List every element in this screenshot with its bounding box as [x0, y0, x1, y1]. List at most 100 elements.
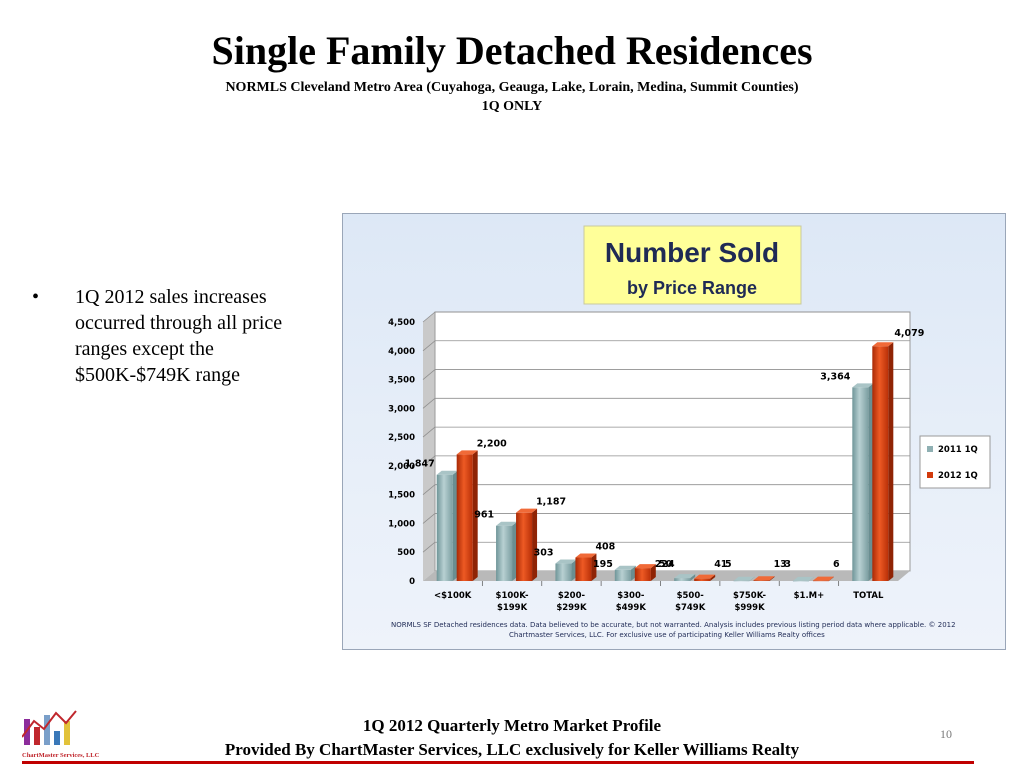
bar [614, 565, 636, 581]
data-label: 4,079 [894, 328, 924, 339]
chart-panel: Number Sold by Price Range 0 500 1,000 1,50… [342, 213, 1006, 650]
bar-front [496, 525, 513, 581]
bar-top [852, 383, 874, 388]
x-tick-label: TOTAL [853, 591, 884, 601]
bar [852, 383, 874, 581]
bar-side [630, 565, 636, 581]
data-label: 408 [595, 542, 615, 553]
bar-side [591, 553, 597, 581]
logo-text: ChartMaster Services, LLC [22, 752, 100, 759]
data-label: 3 [784, 559, 791, 570]
data-label: 5 [725, 559, 732, 570]
bar-top [614, 565, 636, 570]
bar-front [456, 454, 473, 581]
x-tick-label: $750K- [733, 591, 767, 601]
bar-side [512, 521, 518, 581]
data-label: 3,364 [820, 371, 850, 382]
bar [694, 574, 716, 581]
x-tick-label: $199K [497, 603, 528, 613]
legend-label: 2012 1Q [938, 471, 978, 481]
gridline-side [422, 340, 436, 352]
bar-top [674, 574, 696, 579]
footer-provider: Provided By ChartMaster Services, LLC ex… [224, 740, 800, 759]
data-label: 1,847 [405, 459, 435, 470]
gridline-side [422, 513, 436, 524]
bar [872, 342, 894, 581]
bar-top [694, 574, 716, 579]
y-tick-label: 2,500 [388, 433, 415, 443]
x-tick-label: <$100K [434, 591, 472, 601]
legend-swatch [927, 472, 933, 478]
bar-top [456, 450, 478, 455]
bar-front [436, 474, 453, 581]
bar-top [436, 470, 458, 475]
x-tick-label: $100K- [496, 591, 530, 601]
bar [516, 508, 538, 581]
bar-side [472, 450, 478, 581]
y-tick-label: 4,500 [388, 318, 415, 328]
y-tick-label: 2,000 [388, 462, 415, 472]
page-number: 10 [940, 727, 952, 741]
page-title: Single Family Detached Residences [211, 28, 813, 73]
gridline-side [422, 541, 436, 553]
page-period: 1Q ONLY [481, 99, 543, 114]
bar [575, 553, 597, 581]
bar-top [812, 576, 834, 581]
bar-side [749, 576, 755, 581]
bar-top [872, 342, 894, 347]
bar-top [555, 559, 577, 564]
data-label: 224 [655, 559, 675, 570]
bar-side [571, 559, 577, 581]
x-tick-label: $1.M+ [794, 591, 825, 601]
bar-front [753, 580, 770, 581]
bullet-marker: • [32, 286, 40, 308]
bar-front [634, 568, 651, 581]
bar-top [733, 576, 755, 581]
gridline-side [422, 311, 436, 323]
bar [812, 576, 834, 582]
data-label: 41 [714, 559, 727, 570]
bar-top [792, 576, 814, 581]
data-label: 195 [593, 559, 613, 570]
legend-box [919, 435, 991, 489]
gridline-side [422, 484, 436, 495]
bar-front [852, 387, 869, 581]
bar [496, 521, 518, 581]
bar-front [812, 580, 829, 582]
x-tick-label: $999K [734, 603, 765, 613]
bar-top [634, 564, 656, 569]
chart-note-line2: Chartmaster Services, LLC. For exclusive… [509, 631, 825, 639]
bar-front [516, 512, 533, 581]
y-tick-label: 0 [409, 577, 415, 587]
bar-side [888, 342, 894, 581]
data-label: 13 [774, 559, 787, 570]
bar [733, 576, 755, 582]
y-tick-label: 1,000 [388, 519, 415, 529]
bar-front [614, 569, 631, 581]
data-label: 303 [534, 548, 554, 559]
plot-floor [423, 571, 910, 581]
x-tick-label: $300- [617, 591, 645, 601]
x-tick-label: $499K [616, 603, 647, 613]
bar [555, 559, 577, 581]
bar-front [674, 578, 691, 581]
footer-profile-title: 1Q 2012 Quarterly Metro Market Profile [362, 716, 662, 735]
bar-side [868, 383, 874, 581]
bar [674, 574, 696, 581]
plot-side-wall [423, 312, 435, 581]
bar-front [792, 580, 809, 582]
bar-front [872, 346, 889, 581]
number-sold-chart: Number Sold by Price Range 0 500 1,000 1,50… [388, 225, 991, 639]
bar-top [575, 553, 597, 558]
y-tick-label: 3,500 [388, 376, 415, 386]
bar-side [828, 576, 834, 581]
bar-side [650, 564, 656, 581]
bar-side [452, 470, 458, 581]
x-tick-label: $200- [558, 591, 586, 601]
legend-swatch [927, 446, 933, 452]
bar-side [808, 576, 814, 581]
bullet-text: 1Q 2012 sales increases occurred through… [75, 286, 283, 386]
bar [634, 564, 656, 581]
data-label: 6 [833, 559, 840, 570]
chart-note-line1: NORMLS SF Detached residences data. Data… [391, 621, 956, 629]
